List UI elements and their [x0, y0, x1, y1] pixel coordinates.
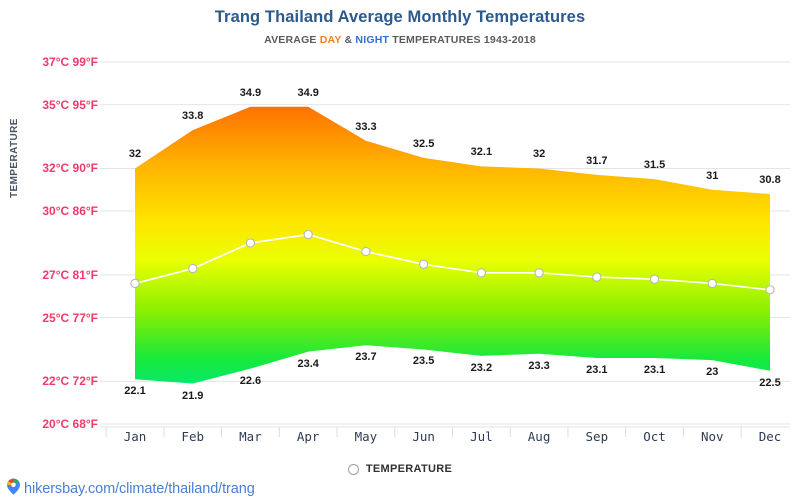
x-axis-label-feb: Feb [181, 429, 204, 444]
x-axis-label-dec: Dec [758, 429, 782, 444]
mean-temperature-line [134, 233, 771, 291]
day-value-jun: 32.5 [412, 137, 435, 150]
legend-item-temperature: TEMPERATURE [365, 463, 453, 475]
mean-marker-mar[interactable] [245, 238, 256, 248]
y-axis-tick-5: 25°C 77°F [42, 310, 98, 325]
y-axis-tick-7: 20°C 68°F [42, 417, 98, 431]
y-axis-tick-6: 22°C 72°F [42, 374, 98, 389]
night-value-nov: 23 [706, 366, 719, 379]
x-axis-label-mar: Mar [239, 429, 262, 444]
x-axis-label-jul: Jul [470, 429, 493, 444]
mean-temperature-markers [130, 229, 775, 295]
day-value-may: 33.3 [355, 120, 377, 133]
x-axis-label-apr: Apr [296, 429, 320, 444]
footer: hikersbay.com/climate/thailand/trang [6, 478, 255, 500]
day-value-mar: 34.9 [239, 86, 262, 99]
x-axis-label-jun: Jun [412, 429, 435, 444]
mean-marker-dec[interactable] [765, 285, 775, 295]
chart-subtitle: AVERAGE DAY & NIGHT TEMPERATURES 1943-20… [0, 34, 800, 46]
day-value-jul: 32.1 [470, 146, 493, 159]
map-pin-icon [6, 478, 21, 500]
x-axis-label-oct: Oct [643, 429, 666, 444]
x-axis-label-sep: Sep [585, 429, 609, 444]
night-value-dec: 22.5 [759, 376, 781, 389]
y-axis-tick-0: 37°C 99°F [42, 55, 98, 69]
day-value-feb: 33.8 [182, 110, 204, 123]
day-value-apr: 34.9 [297, 86, 319, 99]
mean-marker-nov[interactable] [707, 278, 717, 289]
night-value-jun: 23.5 [412, 355, 435, 368]
x-axis-tick-labels: Jan Feb Mar Apr May Jun Jul Aug Sep Oct Nov Dec [0, 429, 800, 451]
mean-marker-jul[interactable] [476, 268, 487, 278]
day-value-jan: 32 [128, 148, 142, 161]
night-value-may: 23.7 [355, 351, 377, 364]
night-value-apr: 23.4 [297, 357, 319, 370]
subtitle-day-word: DAY [319, 34, 342, 46]
y-axis-tick-3: 30°C 86°F [42, 204, 98, 219]
day-value-dec: 30.8 [759, 174, 781, 187]
source-link[interactable]: hikersbay.com/climate/thailand/trang [24, 481, 255, 497]
x-axis-label-may: May [354, 429, 378, 444]
x-axis-label-nov: Nov [700, 429, 724, 444]
night-value-feb: 21.9 [182, 389, 204, 402]
y-axis-tick-labels: 37°C 99°F 35°C 95°F 32°C 90°F 30°C 86°F 27°C… [0, 0, 98, 500]
day-value-sep: 31.7 [586, 154, 608, 167]
mean-marker-oct[interactable] [649, 274, 660, 284]
day-value-oct: 31.5 [643, 159, 666, 172]
night-value-jan: 22.1 [124, 385, 146, 398]
x-axis-label-aug: Aug [527, 429, 551, 444]
subtitle-suffix: TEMPERATURES 1943-2018 [389, 34, 536, 46]
day-value-aug: 32 [532, 148, 546, 161]
mean-marker-may[interactable] [361, 246, 371, 257]
night-value-aug: 23.3 [528, 359, 550, 372]
chart-legend: TEMPERATURE [0, 463, 800, 475]
mean-marker-aug[interactable] [534, 268, 544, 278]
mean-marker-apr[interactable] [303, 229, 313, 240]
mean-marker-sep[interactable] [592, 272, 602, 282]
y-axis-tick-4: 27°C 81°F [42, 267, 98, 282]
chart-title: Trang Thailand Average Monthly Temperatu… [214, 8, 586, 26]
day-value-nov: 31 [706, 169, 719, 182]
x-axis-label-jan: Jan [123, 429, 147, 444]
subtitle-night-word: NIGHT [355, 34, 390, 46]
mean-marker-feb[interactable] [188, 263, 198, 274]
y-axis-tick-2: 32°C 90°F [42, 161, 98, 176]
x-axis-tick-marks [100, 426, 790, 437]
subtitle-ampersand: & [341, 34, 356, 46]
y-axis-tick-1: 35°C 95°F [42, 97, 98, 112]
mean-marker-jan[interactable] [130, 278, 140, 289]
night-value-jul: 23.2 [470, 361, 493, 374]
circle-marker-icon [347, 463, 359, 475]
night-value-sep: 23.1 [586, 363, 608, 376]
night-value-mar: 22.6 [239, 374, 262, 387]
subtitle-prefix: AVERAGE [264, 34, 320, 46]
night-value-oct: 23.1 [643, 363, 666, 376]
mean-marker-jun[interactable] [418, 259, 429, 269]
